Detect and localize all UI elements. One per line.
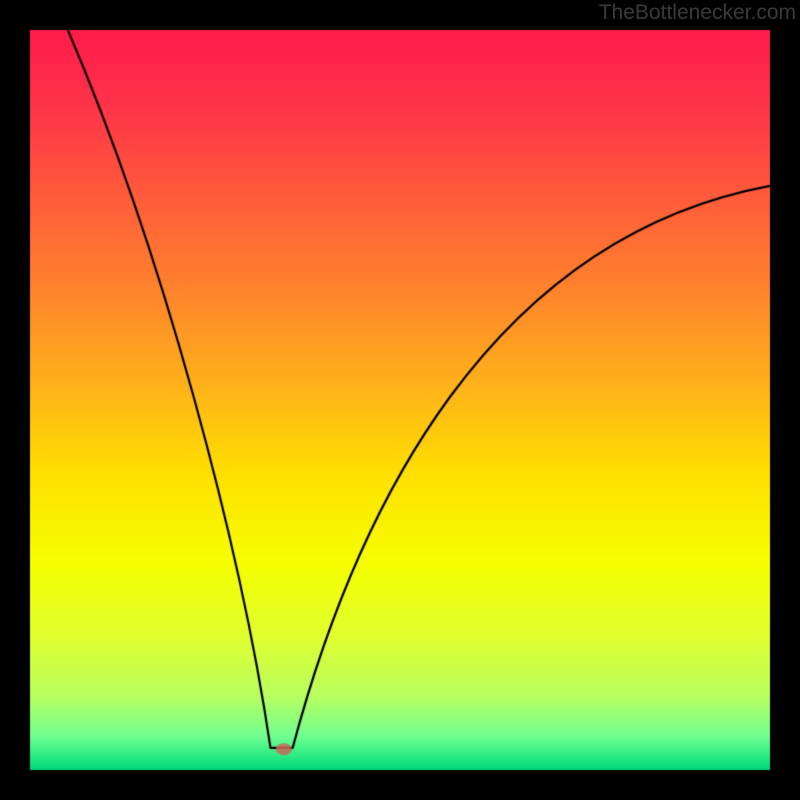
bottleneck-curve-chart <box>0 0 800 800</box>
watermark-label: TheBottlenecker.com <box>599 0 800 25</box>
